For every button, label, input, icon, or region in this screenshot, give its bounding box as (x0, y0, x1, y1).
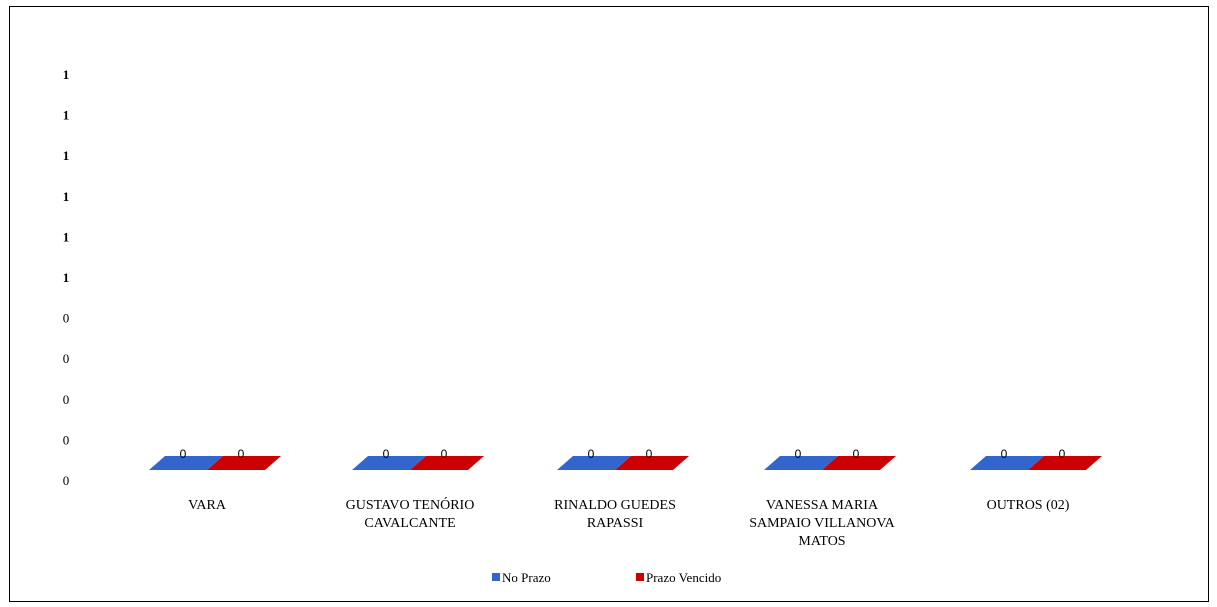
data-label: 0 (1059, 447, 1066, 461)
bar-prazo-vencido (615, 456, 689, 470)
legend-label: No Prazo (502, 570, 551, 585)
data-label: 0 (646, 447, 653, 461)
y-tick-label: 1 (63, 67, 70, 82)
y-tick-label: 0 (63, 432, 70, 447)
category-label: VANESSA MARIA (766, 498, 879, 513)
bar-prazo-vencido (822, 456, 896, 470)
data-label: 0 (180, 447, 187, 461)
bar-no-prazo (764, 456, 838, 470)
y-axis-ticks: 0 0 0 0 0 1 1 1 1 1 1 (63, 67, 70, 488)
y-tick-label: 0 (63, 311, 70, 326)
legend: No Prazo Prazo Vencido (492, 570, 721, 585)
category-label: RAPASSI (587, 516, 644, 531)
category-label: VARA (188, 498, 227, 513)
y-tick-label: 1 (63, 189, 70, 204)
data-label: 0 (441, 447, 448, 461)
y-tick-label: 0 (63, 351, 70, 366)
bar-no-prazo (149, 456, 223, 470)
category-labels: VARA GUSTAVO TENÓRIO CAVALCANTE RINALDO GUE… (188, 496, 1070, 549)
bar-prazo-vencido (1028, 456, 1102, 470)
category-label: OUTROS (02) (987, 498, 1070, 513)
legend-swatch (636, 573, 644, 581)
legend-label: Prazo Vencido (646, 570, 721, 585)
category-label: MATOS (798, 534, 845, 549)
category-label: RINALDO GUEDES (554, 498, 676, 513)
category-label: CAVALCANTE (364, 516, 455, 531)
data-label: 0 (588, 447, 595, 461)
y-tick-label: 1 (63, 108, 70, 123)
bars (149, 456, 1102, 470)
y-tick-label: 1 (63, 270, 70, 285)
data-label: 0 (383, 447, 390, 461)
category-label: GUSTAVO TENÓRIO (346, 496, 475, 513)
data-label: 0 (238, 447, 245, 461)
data-label: 0 (853, 447, 860, 461)
legend-swatch (492, 573, 500, 581)
bar-chart: 0 0 0 0 0 1 1 1 1 1 1 0 0 0 0 0 0 0 0 0 0 VARA GUSTAVO TENÓR… (63, 67, 1102, 585)
chart-frame: 0 0 0 0 0 1 1 1 1 1 1 0 0 0 0 0 0 0 0 0 0 VARA GUSTAVO TENÓR… (9, 6, 1209, 602)
category-label: SAMPAIO VILLANOVA (749, 516, 895, 531)
bar-prazo-vencido (410, 456, 484, 470)
bar-no-prazo (970, 456, 1044, 470)
y-tick-label: 0 (63, 392, 70, 407)
y-tick-label: 1 (63, 148, 70, 163)
y-tick-label: 1 (63, 229, 70, 244)
data-label: 0 (795, 447, 802, 461)
bar-no-prazo (557, 456, 631, 470)
bar-no-prazo (352, 456, 426, 470)
data-label: 0 (1001, 447, 1008, 461)
bar-prazo-vencido (207, 456, 281, 470)
data-labels: 0 0 0 0 0 0 0 0 0 0 (180, 447, 1066, 461)
y-tick-label: 0 (63, 473, 70, 488)
